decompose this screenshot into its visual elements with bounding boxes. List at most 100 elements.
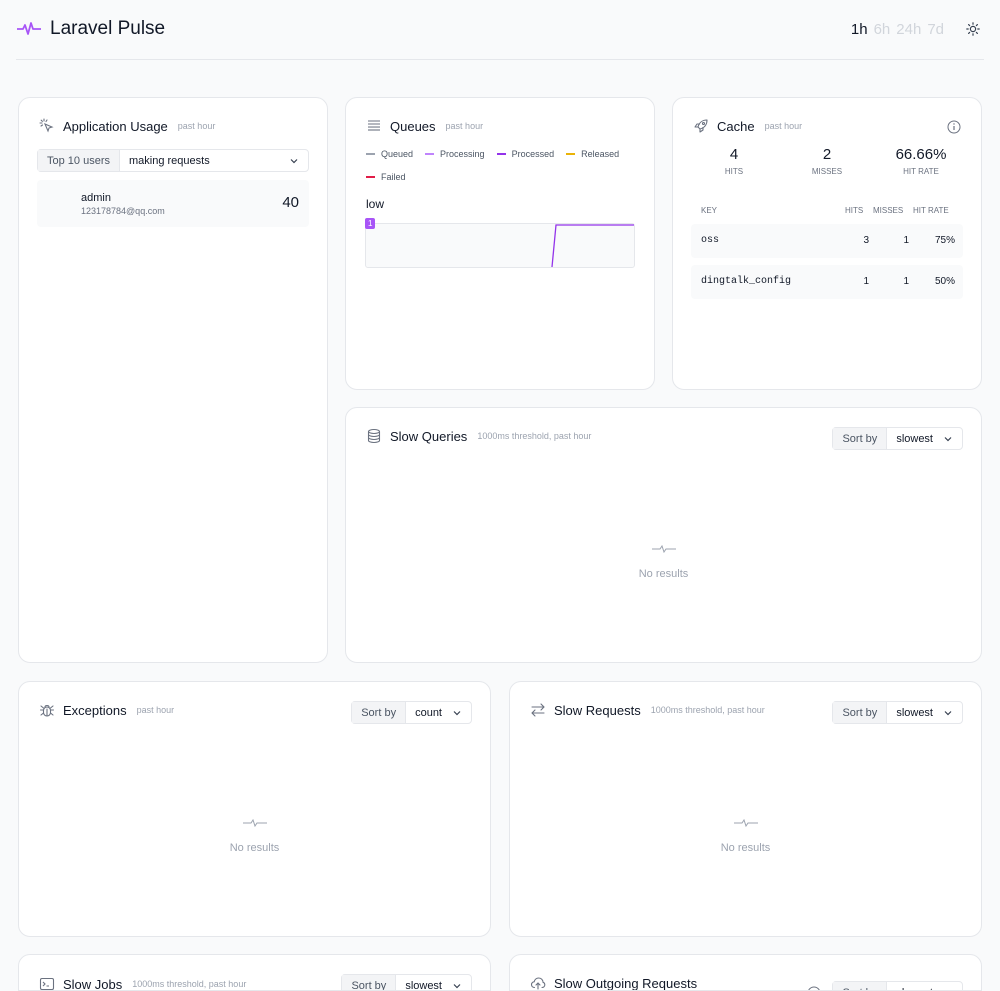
card-title: Exceptions [63,702,127,718]
page-header: Laravel Pulse 1h 6h 24h 7d [16,0,984,60]
legend-swatch [366,153,375,155]
card-title: Application Usage [63,118,168,134]
application-usage-card: Application Usage past hour Top 10 users… [18,97,328,663]
slow-requests-card: Slow Requests 1000ms threshold, past hou… [509,681,982,937]
sort-label: Sort by [833,702,888,723]
chevron-down-icon [943,988,953,991]
legend-swatch [366,176,375,178]
hit-rate-stat: 66.66% HIT RATE [876,146,966,176]
card-title: Cache [717,118,755,134]
legend-item: Released [566,149,619,159]
empty-text: No results [229,842,280,854]
sort-select[interactable]: Sort by slowest [832,701,963,724]
card-subtitle: 1000ms threshold, past hour [132,979,247,989]
misses-label: MISSES [811,167,843,176]
column-header-hits: HITS [845,206,864,215]
sort-value: slowest [405,979,442,991]
period-24h[interactable]: 24h [896,21,922,38]
usage-type-select[interactable]: Top 10 users making requests [37,149,309,172]
column-header-misses: MISSES [873,206,904,215]
info-icon[interactable] [807,986,821,991]
sort-label: Sort by [342,975,397,990]
hits-stat: 4 HITS [689,146,779,176]
queue-list-icon [368,120,380,131]
column-header-hit-rate: HIT RATE [913,206,949,215]
misses-stat: 2 MISSES [782,146,872,176]
user-email: 123178784@qq.com [81,206,165,216]
period-7d[interactable]: 7d [927,21,944,38]
sort-select[interactable]: Sort by slowest [341,974,472,991]
hits-label: HITS [724,167,744,176]
legend-swatch [566,153,576,155]
queue-chart-line [551,224,634,268]
legend-label: Released [581,149,620,159]
card-subtitle: 1000ms threshold, past hour [477,431,592,441]
theme-toggle[interactable] [966,22,980,41]
empty-state: No results [19,814,490,854]
chevron-down-icon [453,710,461,715]
card-subtitle: past hour [445,121,484,131]
misses-value: 2 [822,146,832,163]
legend-item: Failed [366,172,406,182]
database-icon [367,428,381,444]
card-subtitle: past hour [764,121,803,131]
sort-label: Sort by [833,982,888,990]
legend-label: Failed [381,172,406,182]
cache-misses: 1 [903,276,909,287]
cache-hits: 1 [863,276,869,287]
queues-card: Queues past hour Queued Processing Proce… [345,97,655,390]
legend-label: Processed [511,149,555,159]
sort-select[interactable]: Sort by count [351,701,472,724]
hit-rate-value: 66.66% [895,146,947,163]
cursor-click-icon [39,118,54,133]
info-icon[interactable] [947,120,961,134]
cloud-arrow-up-icon [530,977,546,990]
sort-select[interactable]: Sort by slowest [832,427,963,450]
legend-item: Queued [366,149,413,159]
card-title: Slow Queries [390,428,468,444]
period-6h[interactable]: 6h [873,21,891,38]
user-row: admin 123178784@qq.com 40 [37,180,309,227]
sort-value: slowest [896,432,933,445]
card-title: Slow Jobs [63,976,123,991]
empty-state: No results [510,814,981,854]
user-name: admin [81,192,111,204]
hits-value: 4 [729,146,739,163]
bug-icon [39,704,55,717]
card-subtitle: 1000ms threshold, past hour [650,705,765,715]
cache-key: oss [701,235,720,246]
chevron-down-icon [944,710,952,715]
slow-outgoing-requests-card: Slow Outgoing Requests Sort by slowest [509,954,982,991]
empty-text: No results [720,842,771,854]
rocket-icon [694,119,708,133]
cache-card: Cache past hour 4 HITS 2 MISSES 66.66% H… [672,97,982,390]
card-title: Slow Outgoing Requests [554,975,698,991]
queue-name: low [366,197,385,211]
sort-select[interactable]: Sort by slowest [832,981,963,991]
arrows-right-left-icon [531,703,545,717]
card-subtitle: past hour [177,121,216,131]
queue-chart [365,223,635,268]
slow-queries-card: Slow Queries 1000ms threshold, past hour… [345,407,982,663]
chevron-down-icon [453,983,461,988]
period-selector: 1h 6h 24h 7d [851,21,944,38]
app-logo[interactable]: Laravel Pulse [16,18,165,40]
cache-key: dingtalk_config [701,276,792,287]
chart-legend: Queued Processing Processed Released Fai… [366,149,654,182]
user-count: 40 [282,194,299,211]
pulse-empty-icon [733,818,758,828]
sort-label: Sort by [833,428,888,449]
pulse-empty-icon [242,818,267,828]
command-line-icon [39,977,55,990]
sort-value: count [415,706,442,719]
legend-label: Processing [440,149,485,159]
exceptions-card: Exceptions past hour Sort by count No re… [18,681,491,937]
app-title: Laravel Pulse [50,18,166,39]
legend-item: Processing [425,149,485,159]
chevron-down-icon [290,158,298,163]
table-row: oss 3 1 75% [691,224,963,258]
legend-swatch [425,153,435,155]
legend-swatch [496,153,506,155]
select-label: Top 10 users [38,150,120,171]
period-1h[interactable]: 1h [850,21,868,38]
